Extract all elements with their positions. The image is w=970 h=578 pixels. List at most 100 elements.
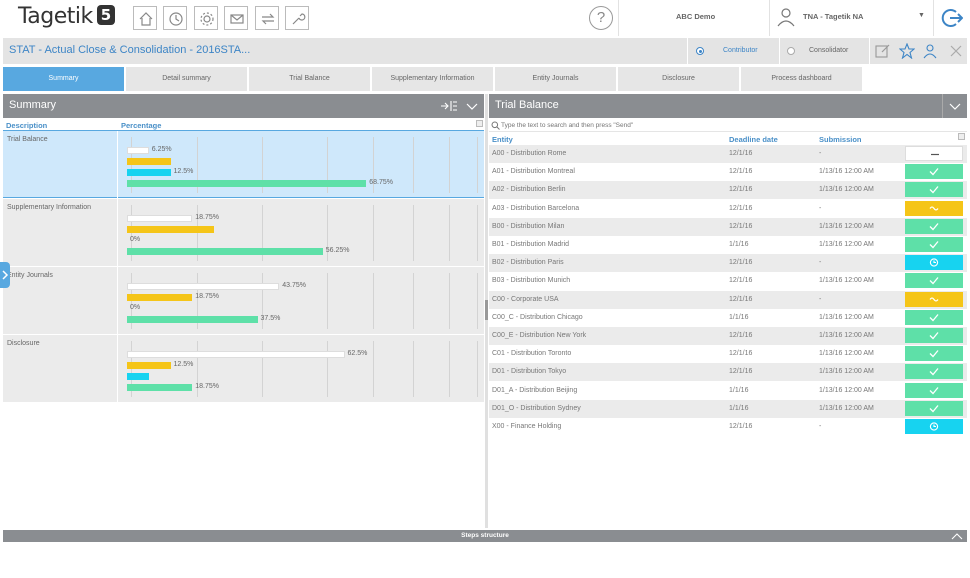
status-badge[interactable] <box>905 273 963 289</box>
tab-process-dashboard[interactable]: Process dashboard <box>741 67 862 91</box>
status-badge[interactable] <box>905 346 963 362</box>
contributor-label[interactable]: Contributor <box>723 47 758 54</box>
table-row[interactable]: C00_E - Distribution New York 12/1/16 1/13… <box>489 327 967 345</box>
table-row[interactable]: B03 - Distribution Munich 12/1/16 1/13/16 … <box>489 272 967 290</box>
status-badge[interactable] <box>905 419 963 434</box>
settings-button[interactable] <box>194 6 218 30</box>
home-button[interactable] <box>133 6 157 30</box>
column-header-entity[interactable]: Entity <box>492 135 513 144</box>
column-menu-icon[interactable] <box>958 133 965 140</box>
submission-cell: - <box>819 259 822 267</box>
column-header-submission[interactable]: Submission <box>819 135 862 144</box>
column-header-description[interactable]: Description <box>6 121 48 130</box>
tab-supplementary-information[interactable]: Supplementary Information <box>372 67 493 91</box>
summary-row[interactable]: Disclosure 62.5% 12.5% 18.75% <box>3 335 484 402</box>
table-row[interactable]: A03 - Distribution Barcelona 12/1/16 - <box>489 200 967 218</box>
consolidator-label[interactable]: Consolidator <box>809 47 849 54</box>
check-icon <box>929 168 939 176</box>
summary-row[interactable]: Trial Balance 6.25% 12.5% 68.75% <box>3 131 484 198</box>
table-row[interactable]: X00 - Finance Holding 12/1/16 - <box>489 418 967 436</box>
column-header-percentage[interactable]: Percentage <box>121 121 162 130</box>
environment-label[interactable]: ABC Demo <box>676 12 716 21</box>
user-settings-icon[interactable] <box>923 43 939 59</box>
splitter-handle[interactable] <box>485 300 488 320</box>
close-icon[interactable] <box>948 43 964 59</box>
table-row[interactable]: A02 - Distribution Berlin 12/1/16 1/13/16 … <box>489 181 967 200</box>
status-badge[interactable] <box>905 291 963 307</box>
divider <box>779 38 780 64</box>
steps-structure-bar[interactable]: Steps structure <box>3 530 967 542</box>
grid-line <box>373 341 374 397</box>
status-badge[interactable] <box>905 328 963 343</box>
table-row[interactable]: D01_A - Distribution Beijing 1/1/16 1/13/1… <box>489 382 967 400</box>
grid-line <box>373 205 374 261</box>
table-row[interactable]: B00 - Distribution Milan 12/1/16 1/13/16 1… <box>489 217 967 236</box>
search-icon <box>491 121 500 130</box>
status-badge[interactable] <box>905 237 963 252</box>
top-bar: Tagetik 5 ? ABC Demo TNA - Tagetik NA ▼ <box>0 0 970 36</box>
table-row[interactable]: A00 - Distribution Rome 12/1/16 - <box>489 145 967 163</box>
status-badge[interactable] <box>905 364 963 380</box>
deadline-cell: 12/1/16 <box>729 186 753 194</box>
table-row[interactable]: A01 - Distribution Montreal 12/1/16 1/13/1… <box>489 163 967 181</box>
column-header-deadline-date[interactable]: Deadline date <box>729 135 778 144</box>
table-row[interactable]: C01 - Distribution Toronto 12/1/16 1/13/16… <box>489 345 967 363</box>
table-row[interactable]: C00 - Corporate USA 12/1/16 - <box>489 290 967 309</box>
tab-disclosure[interactable]: Disclosure <box>618 67 739 91</box>
consolidator-radio[interactable] <box>787 47 795 55</box>
deadline-cell: 1/1/16 <box>729 313 749 321</box>
table-row[interactable]: D01_O - Distribution Sydney 1/1/16 1/13/16… <box>489 399 967 418</box>
help-button[interactable]: ? <box>589 6 613 30</box>
history-button[interactable] <box>163 6 187 30</box>
table-row[interactable]: B01 - Distribution Madrid 1/1/16 1/13/16 1… <box>489 236 967 254</box>
contributor-radio[interactable] <box>696 47 704 55</box>
summary-row[interactable]: Supplementary Information 18.75% 0% 56.25% <box>3 199 484 266</box>
status-badge[interactable] <box>905 309 963 325</box>
search-input[interactable] <box>501 120 951 131</box>
column-menu-icon[interactable] <box>476 120 483 127</box>
table-row[interactable]: D01 - Distribution Tokyo 12/1/16 1/13/16 1… <box>489 363 967 382</box>
submission-cell: 1/13/16 12:00 AM <box>819 241 874 248</box>
logo-text: Tagetik <box>18 4 93 29</box>
tab-detail-summary[interactable]: Detail summary <box>126 67 247 91</box>
mail-button[interactable] <box>224 6 248 30</box>
logout-icon[interactable] <box>941 7 963 29</box>
status-badge[interactable] <box>905 164 963 180</box>
entity-cell: C01 - Distribution Toronto <box>492 350 572 358</box>
status-badge[interactable] <box>905 400 963 416</box>
table-row[interactable]: C00_C - Distribution Chicago 1/1/16 1/13/1… <box>489 309 967 327</box>
side-panel-toggle[interactable] <box>0 262 10 288</box>
tools-button[interactable] <box>285 6 309 30</box>
edit-icon[interactable] <box>875 43 891 59</box>
divider <box>117 267 118 334</box>
tab-trial-balance[interactable]: Trial Balance <box>249 67 370 91</box>
status-badge[interactable] <box>905 218 963 234</box>
tab-summary[interactable]: Summary <box>3 67 124 91</box>
expand-panel-icon[interactable] <box>439 97 459 115</box>
transfer-button[interactable] <box>255 6 279 30</box>
table-row[interactable]: B02 - Distribution Paris 12/1/16 - <box>489 254 967 273</box>
status-badge[interactable] <box>905 200 963 216</box>
tab-entity-journals[interactable]: Entity Journals <box>495 67 616 91</box>
chevron-down-icon[interactable] <box>465 99 479 113</box>
status-badge[interactable] <box>905 382 963 398</box>
status-badge[interactable] <box>905 182 963 198</box>
status-badge[interactable] <box>905 255 963 271</box>
entity-cell: B00 - Distribution Milan <box>492 222 565 230</box>
app-logo[interactable]: Tagetik 5 <box>18 4 115 29</box>
deadline-cell: 1/1/16 <box>729 404 749 412</box>
divider <box>942 94 943 118</box>
summary-row[interactable]: Entity Journals 43.75% 18.75% 0% 37.5% <box>3 267 484 334</box>
entity-cell: B01 - Distribution Madrid <box>492 241 570 248</box>
divider <box>687 38 688 64</box>
grid-line <box>327 205 328 261</box>
process-title-bar: STAT - Actual Close & Consolidation - 20… <box>3 38 967 64</box>
status-badge[interactable] <box>905 146 963 161</box>
divider <box>724 132 725 436</box>
chevron-down-icon[interactable]: ▼ <box>918 12 925 19</box>
chevron-down-icon[interactable] <box>948 99 962 113</box>
divider <box>869 38 870 64</box>
user-menu[interactable]: TNA - Tagetik NA <box>803 12 864 21</box>
chevron-up-icon[interactable] <box>951 532 963 540</box>
star-icon[interactable] <box>899 43 915 59</box>
